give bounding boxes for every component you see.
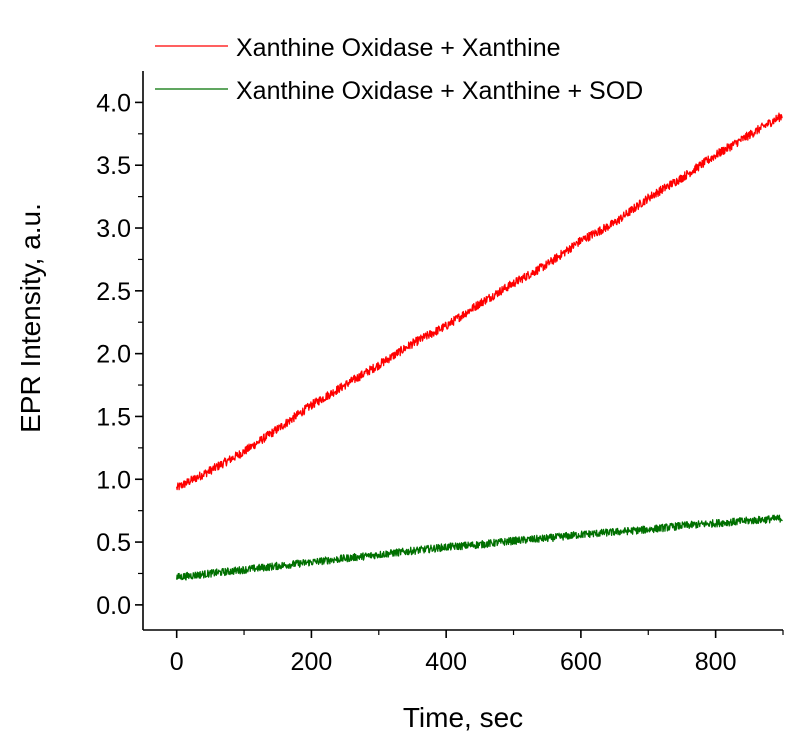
legend-label-xo-xanthine: Xanthine Oxidase + Xanthine [236, 34, 561, 62]
series-line-0 [176, 112, 783, 491]
y-axis-ticks: 0.0 0.5 1.0 1.5 2.0 2.5 3.0 3.5 4.0 [96, 89, 143, 620]
x-tick-label: 0 [170, 648, 184, 676]
x-tick-label: 400 [425, 648, 467, 676]
legend-label-xo-xanthine-sod: Xanthine Oxidase + Xanthine + SOD [236, 77, 643, 105]
x-tick-label: 600 [560, 648, 602, 676]
y-tick-label: 0.0 [96, 592, 131, 620]
x-tick-label: 800 [695, 648, 737, 676]
y-tick-label: 2.0 [96, 341, 131, 369]
y-axis-title: EPR Intensity, a.u. [15, 203, 46, 433]
y-tick-label: 1.5 [96, 403, 131, 431]
x-axis-title: Time, sec [403, 702, 523, 733]
legend: Xanthine Oxidase + Xanthine Xanthine Oxi… [155, 34, 643, 105]
series-layer [176, 112, 784, 581]
y-tick-label: 1.0 [96, 466, 131, 494]
series-line-1 [176, 514, 783, 581]
y-tick-label: 2.5 [96, 278, 131, 306]
y-tick-label: 4.0 [96, 89, 131, 117]
y-tick-label: 0.5 [96, 529, 131, 557]
y-tick-label: 3.0 [96, 215, 131, 243]
x-tick-label: 200 [291, 648, 333, 676]
x-axis-ticks: 0 200 400 600 800 [170, 630, 784, 676]
y-tick-label: 3.5 [96, 152, 131, 180]
